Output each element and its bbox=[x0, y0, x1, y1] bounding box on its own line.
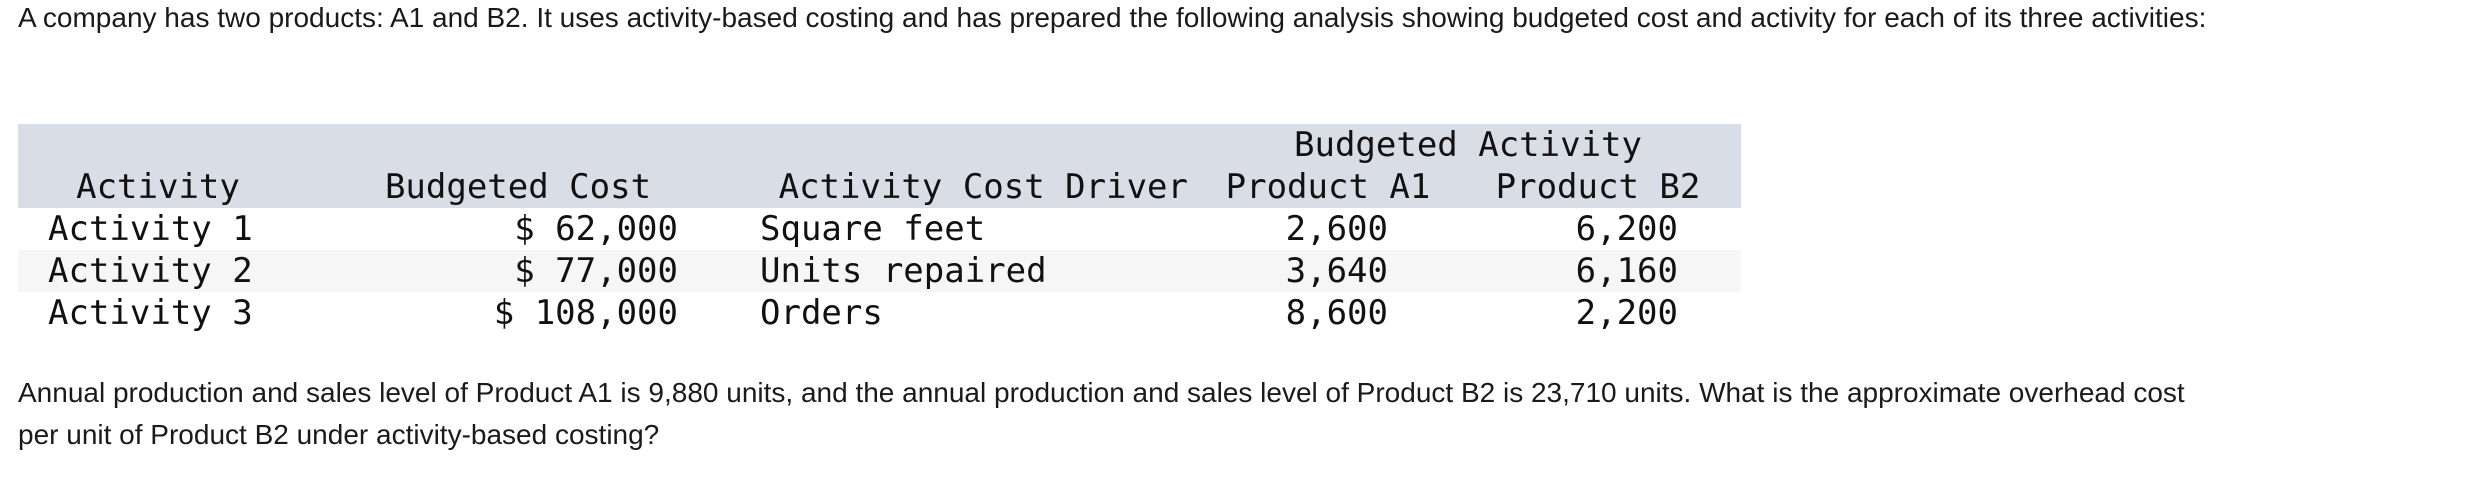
activity-name: Activity 2 bbox=[48, 251, 253, 291]
activity-name: Activity 3 bbox=[48, 293, 253, 333]
table-row: Activity 1 $ 62,000 Square feet 2,600 6,… bbox=[18, 208, 1741, 250]
header-product-b2: Product B2 bbox=[1495, 167, 1701, 207]
header-product-a1: Product A1 bbox=[1225, 167, 1431, 207]
question-paragraph: Annual production and sales level of Pro… bbox=[18, 377, 2185, 450]
cost-driver: Units repaired bbox=[760, 251, 1047, 291]
budgeted-cost: $ 108,000 bbox=[493, 293, 678, 333]
activity-cost-table: Budgeted Activity Activity Budgeted Cost… bbox=[18, 124, 1741, 334]
product-b2-activity: 6,200 bbox=[1575, 209, 1678, 249]
budgeted-cost: $ 77,000 bbox=[514, 251, 678, 291]
product-a1-activity: 2,600 bbox=[1285, 209, 1388, 249]
table-header: Budgeted Activity Activity Budgeted Cost… bbox=[18, 124, 1741, 208]
header-cost-driver: Activity Cost Driver bbox=[778, 167, 1188, 207]
product-b2-activity: 6,160 bbox=[1575, 251, 1678, 291]
table-row: Activity 3 $ 108,000 Orders 8,600 2,200 bbox=[18, 292, 1741, 334]
intro-paragraph: A company has two products: A1 and B2. I… bbox=[18, 2, 2207, 33]
product-b2-activity: 2,200 bbox=[1575, 293, 1678, 333]
header-budgeted-activity: Budgeted Activity bbox=[1294, 125, 1642, 165]
budgeted-cost: $ 62,000 bbox=[514, 209, 678, 249]
header-budgeted-cost: Budgeted Cost bbox=[384, 167, 652, 207]
table-row: Activity 2 $ 77,000 Units repaired 3,640… bbox=[18, 250, 1741, 292]
header-activity: Activity bbox=[76, 167, 240, 207]
product-a1-activity: 3,640 bbox=[1285, 251, 1388, 291]
cost-driver: Square feet bbox=[760, 209, 986, 249]
activity-name: Activity 1 bbox=[48, 209, 253, 249]
product-a1-activity: 8,600 bbox=[1285, 293, 1388, 333]
cost-driver: Orders bbox=[760, 293, 883, 333]
